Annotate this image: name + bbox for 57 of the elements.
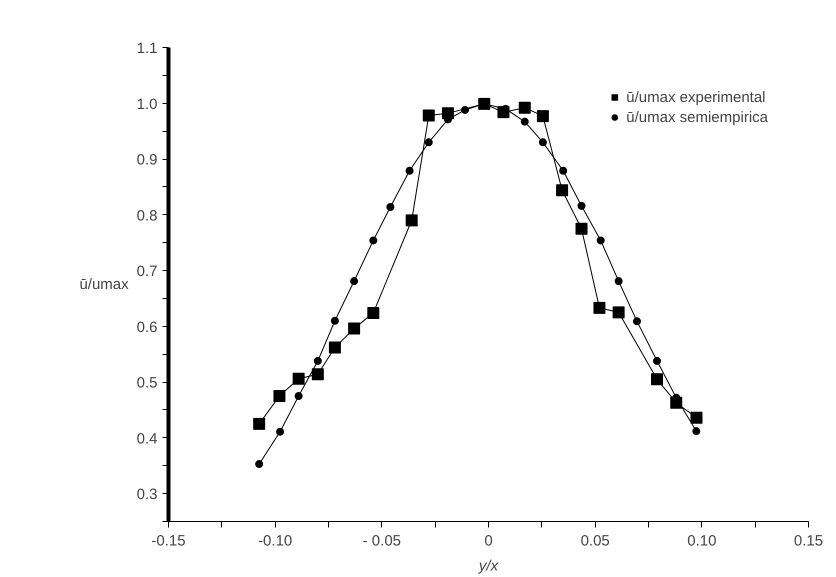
x-axis-title: y/x bbox=[478, 558, 499, 574]
point bbox=[314, 356, 322, 365]
point bbox=[294, 392, 303, 400]
x-tick-label: 0.05 bbox=[580, 532, 610, 550]
point bbox=[651, 373, 664, 386]
point bbox=[253, 418, 266, 430]
y-axis-title: ū/umax bbox=[79, 276, 130, 293]
point bbox=[276, 428, 284, 436]
point bbox=[461, 106, 470, 114]
x-tick-label: 0.15 bbox=[794, 532, 824, 550]
x-tick-label: 0 bbox=[484, 532, 493, 550]
point bbox=[692, 427, 700, 436]
point bbox=[578, 202, 586, 210]
y-tick-label: 1.0 bbox=[136, 96, 158, 113]
point bbox=[369, 236, 378, 244]
point bbox=[596, 236, 605, 244]
x-tick-label: - 0.05 bbox=[362, 532, 402, 550]
point bbox=[422, 110, 435, 122]
point bbox=[520, 118, 529, 126]
point bbox=[614, 277, 623, 286]
point bbox=[538, 138, 547, 146]
y-tick-label: 0.7 bbox=[136, 263, 158, 280]
point bbox=[559, 166, 568, 175]
y-tick-label: 0.4 bbox=[136, 430, 158, 448]
legend-label: ū/umax semiempirica bbox=[626, 108, 768, 126]
point bbox=[690, 412, 702, 424]
point bbox=[518, 102, 531, 114]
y-tick-label: 0.8 bbox=[136, 207, 158, 224]
point bbox=[292, 372, 305, 385]
point bbox=[330, 316, 339, 325]
point bbox=[312, 368, 324, 380]
point bbox=[632, 317, 641, 326]
point bbox=[593, 302, 606, 314]
point bbox=[328, 342, 341, 354]
point bbox=[273, 390, 286, 402]
point bbox=[386, 202, 394, 211]
point bbox=[255, 460, 264, 468]
x-tick-label: -0.10 bbox=[258, 532, 292, 550]
point bbox=[653, 356, 662, 365]
point bbox=[406, 166, 414, 175]
point bbox=[424, 138, 433, 146]
point bbox=[348, 322, 360, 335]
point bbox=[576, 222, 588, 235]
y-tick-label: 1.1 bbox=[136, 40, 158, 57]
y-tick-label: 0.5 bbox=[136, 374, 158, 392]
point bbox=[406, 214, 418, 226]
y-tick-label: 0.9 bbox=[136, 152, 158, 169]
point bbox=[612, 306, 625, 318]
legend-label: ū/umax experimental bbox=[626, 88, 766, 106]
x-tick-label: -0.15 bbox=[151, 532, 186, 550]
x-tick-label: 0.10 bbox=[687, 532, 716, 550]
y-tick-label: 0.3 bbox=[136, 486, 158, 504]
point bbox=[350, 277, 358, 286]
point bbox=[556, 184, 568, 196]
point bbox=[367, 306, 380, 319]
point bbox=[536, 110, 549, 122]
y-tick-label: 0.6 bbox=[136, 318, 158, 336]
